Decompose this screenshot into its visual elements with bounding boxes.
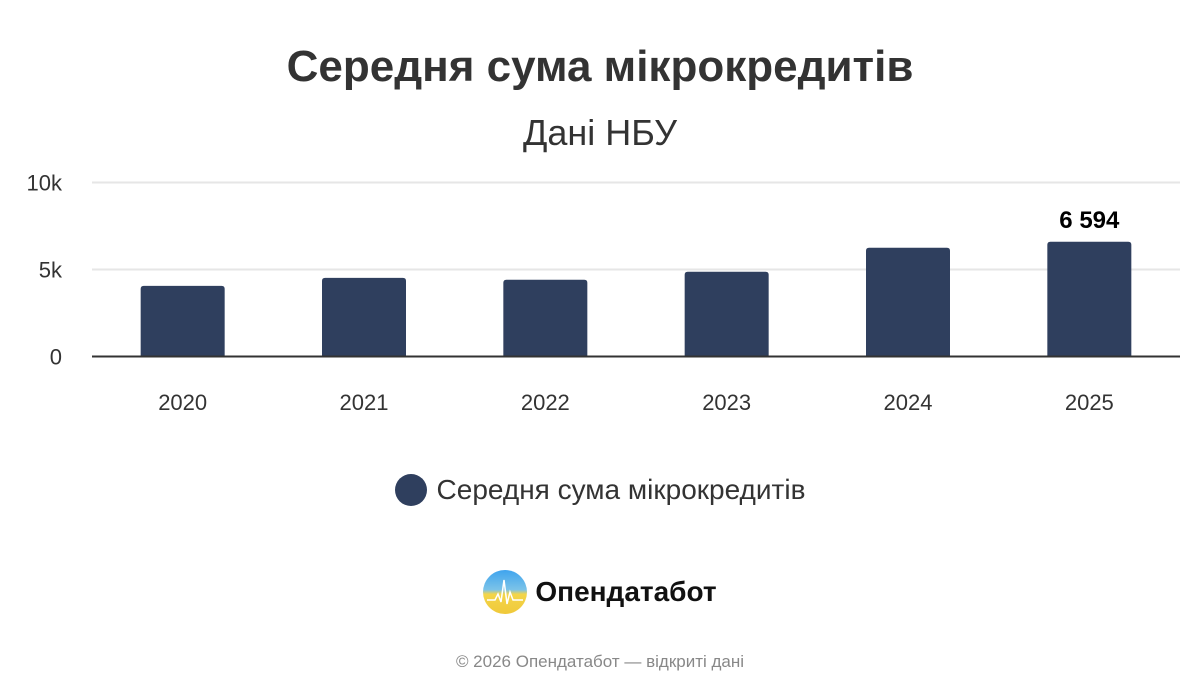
logo-icon: [483, 570, 528, 614]
legend-label: Середня сума мікрокредитів: [436, 474, 806, 505]
brand-logo: Опендатабот: [0, 570, 1200, 614]
y-tick-label: 10k: [27, 171, 63, 196]
bar-2020: [140, 285, 225, 357]
legend-marker: [394, 474, 427, 506]
bar-2021: [322, 277, 406, 357]
y-tick-label: 5k: [39, 258, 63, 283]
x-tick-label: 2022: [521, 390, 570, 415]
x-tick-label: 2023: [702, 390, 751, 415]
data-label: 6 594: [1059, 207, 1120, 234]
bar-2023: [684, 271, 769, 357]
chart-subtitle: Дані НБУ: [523, 112, 677, 153]
x-tick-label: 2021: [340, 390, 389, 415]
bar-2025: [1047, 241, 1132, 357]
y-tick-label: 0: [50, 345, 62, 370]
bar-2024: [866, 247, 950, 357]
brand-name: Опендатабот: [535, 576, 717, 607]
x-tick-label: 2025: [1065, 390, 1114, 415]
chart-title: Середня сума мікрокредитів: [286, 42, 914, 91]
bar-chart: 0 5k 10k 2020 2021 2022 2023 2024 2025 6 594: [27, 171, 1180, 415]
x-tick-label: 2020: [158, 390, 207, 415]
footer-copyright: © 2026 Опендатабот — відкриті дані: [455, 652, 745, 671]
bar-2022: [503, 279, 588, 357]
legend[interactable]: Середня сума мікрокредитів: [0, 474, 1200, 506]
x-tick-label: 2024: [884, 390, 933, 415]
